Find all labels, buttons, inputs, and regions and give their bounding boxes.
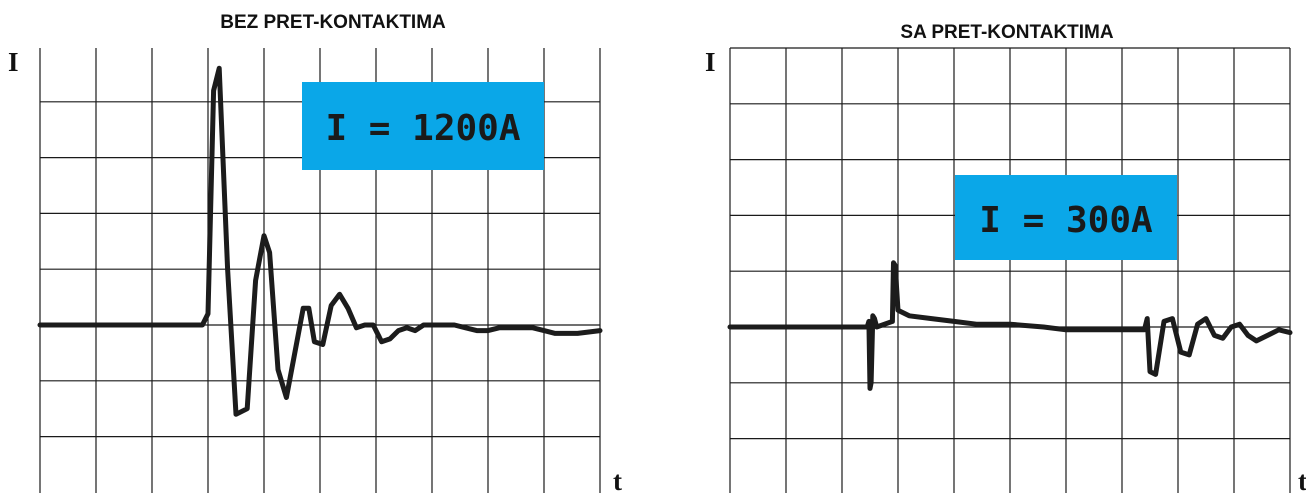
annotation-box-right — [955, 175, 1177, 260]
series-line-left — [37, 65, 603, 417]
chart-left: BEZ PRET-KONTAKTIMA I t I = 1200A — [8, 12, 622, 493]
grid-right — [729, 47, 1291, 493]
series-line-right — [727, 260, 1293, 391]
annotation-box-left — [302, 82, 544, 170]
y-axis-label-right: I — [705, 47, 716, 77]
x-axis-label-right: t — [1298, 466, 1306, 493]
x-axis-label-left: t — [613, 466, 622, 493]
annotation-text-left: I = 1200A — [325, 108, 520, 149]
chart-right: SA PRET-KONTAKTIMA I t I = 300A — [705, 22, 1306, 493]
annotation-text-right: I = 300A — [979, 200, 1153, 241]
chart-title-left: BEZ PRET-KONTAKTIMA — [220, 12, 446, 33]
chart-title-right: SA PRET-KONTAKTIMA — [900, 22, 1113, 43]
y-axis-label-left: I — [8, 47, 19, 77]
